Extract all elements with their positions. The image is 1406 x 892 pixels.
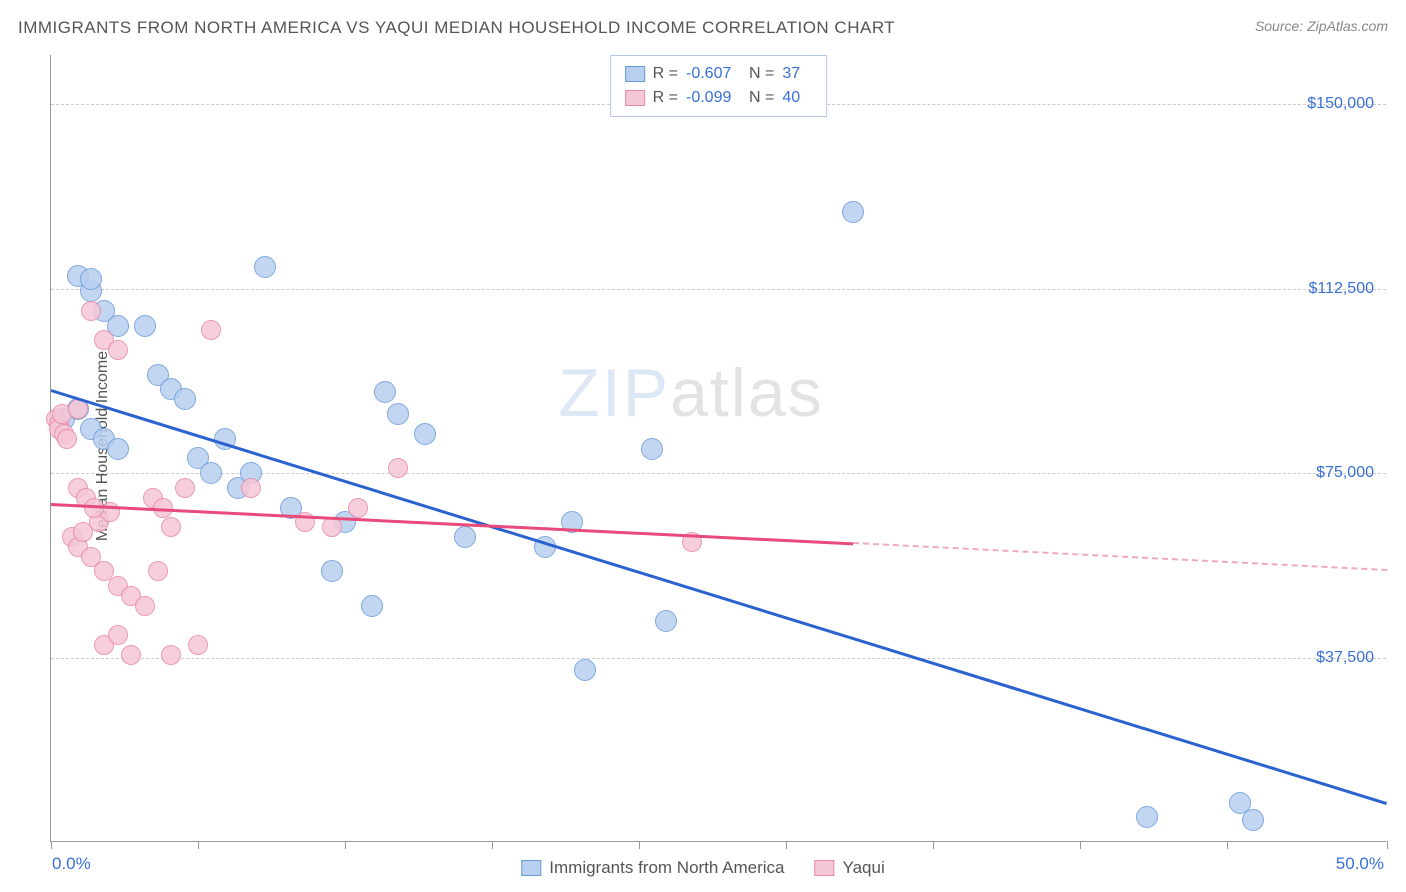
- x-tick: [933, 841, 934, 849]
- watermark-part1: ZIP: [558, 355, 670, 431]
- watermark: ZIPatlas: [558, 354, 823, 432]
- legend-series: Immigrants from North America Yaqui: [521, 858, 884, 878]
- data-point: [135, 596, 155, 616]
- data-point: [387, 403, 409, 425]
- legend-swatch: [625, 90, 645, 106]
- chart-header: IMMIGRANTS FROM NORTH AMERICA VS YAQUI M…: [18, 18, 1388, 38]
- gridline: [51, 289, 1386, 290]
- data-point: [188, 635, 208, 655]
- data-point: [655, 610, 677, 632]
- data-point: [134, 315, 156, 337]
- legend-correlation-row: R = -0.607 N = 37: [625, 62, 813, 86]
- data-point: [322, 517, 342, 537]
- data-point: [374, 381, 396, 403]
- data-point: [388, 458, 408, 478]
- n-value: 37: [782, 62, 812, 86]
- trend-line-extrapolated: [853, 542, 1387, 571]
- data-point: [175, 478, 195, 498]
- data-point: [201, 320, 221, 340]
- gridline: [51, 658, 1386, 659]
- legend-correlation-box: R = -0.607 N = 37 R = -0.099 N = 40: [610, 55, 828, 117]
- data-point: [361, 595, 383, 617]
- x-axis-max-label: 50.0%: [1336, 854, 1384, 874]
- y-tick-label: $112,500: [1308, 280, 1374, 298]
- y-tick-label: $150,000: [1307, 95, 1374, 113]
- n-label: N =: [749, 86, 774, 110]
- chart-title: IMMIGRANTS FROM NORTH AMERICA VS YAQUI M…: [18, 18, 895, 38]
- data-point: [161, 645, 181, 665]
- data-point: [254, 256, 276, 278]
- y-tick-label: $75,000: [1316, 464, 1374, 482]
- data-point: [107, 438, 129, 460]
- plot-area: ZIPatlas R = -0.607 N = 37 R = -0.099 N = 40 $3…: [50, 55, 1386, 842]
- chart-container: IMMIGRANTS FROM NORTH AMERICA VS YAQUI M…: [0, 0, 1406, 892]
- data-point: [80, 268, 102, 290]
- r-label: R =: [653, 86, 678, 110]
- data-point: [1136, 806, 1158, 828]
- y-tick-label: $37,500: [1316, 649, 1374, 667]
- data-point: [241, 478, 261, 498]
- n-label: N =: [749, 62, 774, 86]
- x-tick: [51, 841, 52, 849]
- n-value: 40: [782, 86, 812, 110]
- data-point: [108, 625, 128, 645]
- data-point: [348, 498, 368, 518]
- data-point: [81, 301, 101, 321]
- chart-source: Source: ZipAtlas.com: [1255, 18, 1388, 34]
- data-point: [574, 659, 596, 681]
- x-tick: [639, 841, 640, 849]
- data-point: [321, 560, 343, 582]
- data-point: [454, 526, 476, 548]
- x-tick: [198, 841, 199, 849]
- x-tick: [1080, 841, 1081, 849]
- r-value: -0.099: [686, 86, 741, 110]
- legend-swatch: [521, 860, 541, 876]
- r-label: R =: [653, 62, 678, 86]
- x-tick: [492, 841, 493, 849]
- trend-line: [51, 390, 1388, 806]
- data-point: [121, 645, 141, 665]
- x-axis-min-label: 0.0%: [52, 854, 91, 874]
- watermark-part2: atlas: [670, 355, 824, 431]
- legend-series-item: Immigrants from North America: [521, 858, 784, 878]
- legend-series-label: Yaqui: [843, 858, 885, 878]
- data-point: [414, 423, 436, 445]
- data-point: [148, 561, 168, 581]
- x-tick: [1227, 841, 1228, 849]
- r-value: -0.607: [686, 62, 741, 86]
- source-label: Source:: [1255, 18, 1307, 34]
- x-tick: [786, 841, 787, 849]
- data-point: [200, 462, 222, 484]
- x-tick: [345, 841, 346, 849]
- x-tick: [1387, 841, 1388, 849]
- legend-swatch: [625, 66, 645, 82]
- data-point: [108, 340, 128, 360]
- legend-series-label: Immigrants from North America: [549, 858, 784, 878]
- data-point: [161, 517, 181, 537]
- data-point: [641, 438, 663, 460]
- legend-correlation-row: R = -0.099 N = 40: [625, 86, 813, 110]
- data-point: [842, 201, 864, 223]
- legend-swatch: [815, 860, 835, 876]
- data-point: [1242, 809, 1264, 831]
- legend-series-item: Yaqui: [815, 858, 885, 878]
- data-point: [57, 429, 77, 449]
- source-value: ZipAtlas.com: [1307, 18, 1388, 34]
- data-point: [174, 388, 196, 410]
